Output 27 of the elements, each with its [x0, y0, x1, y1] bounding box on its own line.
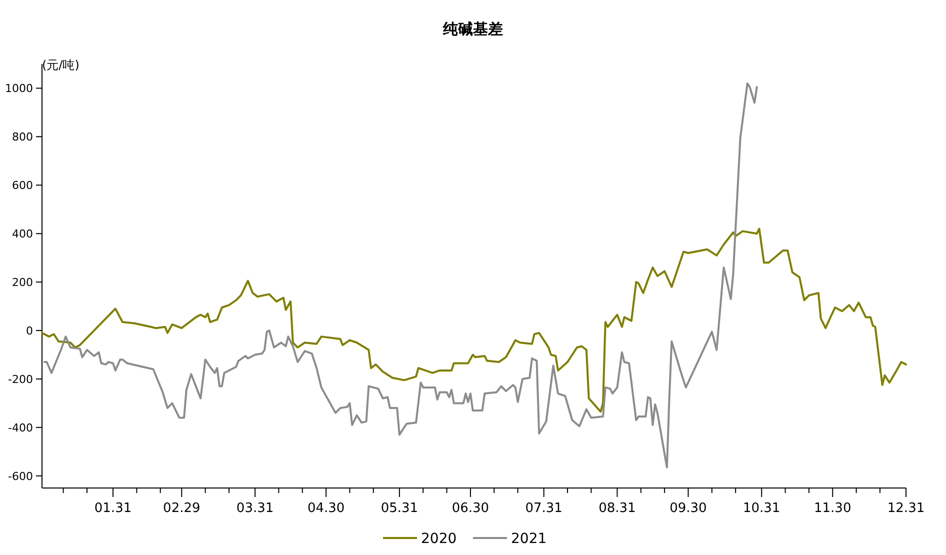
- y-tick-label: 200: [12, 276, 33, 290]
- x-tick-label: 11.30: [814, 501, 852, 516]
- legend-label: 2020: [421, 531, 457, 547]
- x-tick-label: 07.31: [525, 501, 562, 516]
- chart-title: 纯碱基差: [442, 20, 503, 38]
- y-tick-label: 0: [26, 324, 33, 338]
- y-tick-label: -400: [8, 421, 33, 434]
- x-tick-label: 05.31: [380, 501, 418, 516]
- line-series: [41, 228, 907, 413]
- y-tick-label: 400: [12, 228, 33, 241]
- y-tick-label: 1000: [5, 82, 33, 96]
- x-tick-label: 09.30: [670, 501, 707, 516]
- x-tick-label: 08.31: [598, 501, 636, 516]
- x-tick-label: 01.31: [94, 501, 132, 516]
- legend-label: 2021: [511, 531, 547, 547]
- x-tick-label: 12.31: [887, 501, 925, 516]
- x-tick-label: 02.29: [163, 501, 200, 516]
- y-tick-label: -600: [8, 470, 33, 483]
- y-axis-title: (元/吨): [42, 58, 80, 72]
- line-series: [43, 82, 758, 468]
- y-tick-label: 600: [12, 179, 33, 192]
- y-tick-label: 800: [12, 130, 33, 144]
- x-tick-label: 06.30: [452, 501, 490, 516]
- y-tick-label: -200: [8, 372, 33, 386]
- x-tick-label: 04.30: [307, 501, 345, 516]
- x-tick-label: 10.31: [742, 501, 780, 516]
- x-tick-label: 03.31: [236, 501, 274, 516]
